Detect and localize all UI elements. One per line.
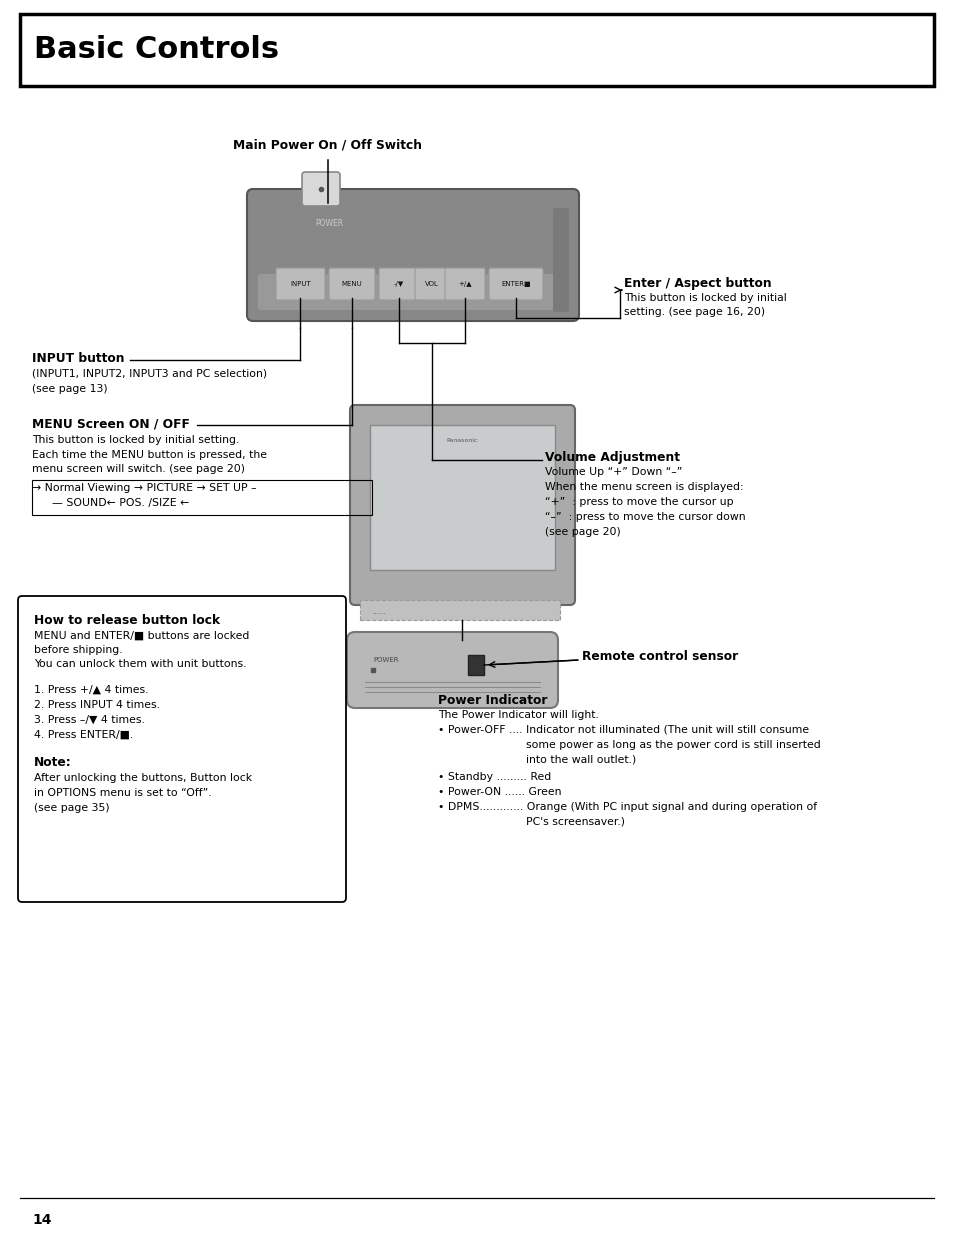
Text: -/▼: -/▼ bbox=[394, 282, 404, 287]
Text: some power as long as the power cord is still inserted: some power as long as the power cord is … bbox=[525, 740, 820, 750]
Text: VOL: VOL bbox=[425, 282, 438, 287]
Text: Main Power On / Off Switch: Main Power On / Off Switch bbox=[233, 138, 422, 152]
Text: Basic Controls: Basic Controls bbox=[34, 36, 279, 64]
Text: 1. Press +/▲ 4 times.: 1. Press +/▲ 4 times. bbox=[34, 685, 149, 695]
Text: setting. (see page 16, 20): setting. (see page 16, 20) bbox=[623, 308, 764, 317]
Text: 3. Press –/▼ 4 times.: 3. Press –/▼ 4 times. bbox=[34, 715, 145, 725]
Text: (see page 13): (see page 13) bbox=[32, 384, 108, 394]
Text: INPUT button: INPUT button bbox=[32, 352, 125, 364]
Text: PC's screensaver.): PC's screensaver.) bbox=[525, 818, 624, 827]
Bar bbox=[32, 480, 372, 515]
Text: How to release button lock: How to release button lock bbox=[34, 614, 220, 626]
Text: • Power-ON ...... Green: • Power-ON ...... Green bbox=[437, 787, 561, 797]
FancyBboxPatch shape bbox=[444, 268, 484, 300]
Text: Note:: Note: bbox=[34, 757, 71, 769]
Text: 4. Press ENTER/■.: 4. Press ENTER/■. bbox=[34, 730, 133, 740]
Text: (see page 20): (see page 20) bbox=[544, 527, 620, 537]
Bar bbox=[359, 600, 559, 620]
Bar bbox=[370, 425, 555, 571]
FancyBboxPatch shape bbox=[415, 268, 449, 300]
Text: The Power Indicator will light.: The Power Indicator will light. bbox=[437, 710, 598, 720]
FancyBboxPatch shape bbox=[275, 268, 325, 300]
Text: ENTER■: ENTER■ bbox=[500, 282, 530, 287]
Text: Volume Up “+” Down “–”: Volume Up “+” Down “–” bbox=[544, 467, 681, 477]
FancyBboxPatch shape bbox=[553, 207, 568, 312]
Text: Panasonic: Panasonic bbox=[446, 437, 477, 442]
Text: Enter / Aspect button: Enter / Aspect button bbox=[623, 277, 771, 289]
FancyBboxPatch shape bbox=[350, 405, 575, 605]
Text: 14: 14 bbox=[32, 1213, 51, 1228]
Text: → Normal Viewing → PICTURE → SET UP –: → Normal Viewing → PICTURE → SET UP – bbox=[32, 483, 256, 493]
Text: “–”  : press to move the cursor down: “–” : press to move the cursor down bbox=[544, 513, 745, 522]
FancyBboxPatch shape bbox=[18, 597, 346, 902]
Text: After unlocking the buttons, Button lock: After unlocking the buttons, Button lock bbox=[34, 773, 252, 783]
FancyBboxPatch shape bbox=[347, 632, 558, 708]
Text: INPUT: INPUT bbox=[290, 282, 311, 287]
Text: (INPUT1, INPUT2, INPUT3 and PC selection): (INPUT1, INPUT2, INPUT3 and PC selection… bbox=[32, 369, 267, 379]
Text: menu screen will switch. (see page 20): menu screen will switch. (see page 20) bbox=[32, 464, 245, 474]
Text: Each time the MENU button is pressed, the: Each time the MENU button is pressed, th… bbox=[32, 450, 267, 459]
Text: +/▲: +/▲ bbox=[457, 282, 472, 287]
Text: Power Indicator: Power Indicator bbox=[437, 694, 547, 706]
Text: You can unlock them with unit buttons.: You can unlock them with unit buttons. bbox=[34, 659, 246, 669]
Text: • Power-OFF .... Indicator not illuminated (The unit will still consume: • Power-OFF .... Indicator not illuminat… bbox=[437, 725, 808, 735]
Text: ......: ...... bbox=[372, 609, 385, 615]
Text: MENU Screen ON / OFF: MENU Screen ON / OFF bbox=[32, 417, 190, 431]
Text: When the menu screen is displayed:: When the menu screen is displayed: bbox=[544, 482, 742, 492]
Text: in OPTIONS menu is set to “Off”.: in OPTIONS menu is set to “Off”. bbox=[34, 788, 212, 798]
FancyBboxPatch shape bbox=[247, 189, 578, 321]
Text: This button is locked by initial: This button is locked by initial bbox=[623, 293, 786, 303]
Text: — SOUND← POS. /SIZE ←: — SOUND← POS. /SIZE ← bbox=[52, 498, 189, 508]
Text: POWER: POWER bbox=[314, 219, 343, 227]
Bar bbox=[468, 655, 483, 676]
Bar bbox=[20, 14, 933, 86]
Text: • DPMS............. Orange (With PC input signal and during operation of: • DPMS............. Orange (With PC inpu… bbox=[437, 802, 817, 811]
FancyBboxPatch shape bbox=[378, 268, 418, 300]
Text: Volume Adjustment: Volume Adjustment bbox=[544, 452, 679, 464]
Text: MENU: MENU bbox=[341, 282, 362, 287]
Text: POWER: POWER bbox=[373, 657, 398, 663]
Text: 2. Press INPUT 4 times.: 2. Press INPUT 4 times. bbox=[34, 700, 160, 710]
Text: This button is locked by initial setting.: This button is locked by initial setting… bbox=[32, 435, 239, 445]
Text: (see page 35): (see page 35) bbox=[34, 803, 110, 813]
FancyBboxPatch shape bbox=[489, 268, 542, 300]
Text: • Standby ......... Red: • Standby ......... Red bbox=[437, 772, 551, 782]
FancyBboxPatch shape bbox=[257, 274, 567, 310]
Text: MENU and ENTER/■ buttons are locked: MENU and ENTER/■ buttons are locked bbox=[34, 631, 249, 641]
Text: “+”  : press to move the cursor up: “+” : press to move the cursor up bbox=[544, 496, 733, 508]
Text: Remote control sensor: Remote control sensor bbox=[581, 651, 738, 663]
Text: into the wall outlet.): into the wall outlet.) bbox=[525, 755, 636, 764]
FancyBboxPatch shape bbox=[329, 268, 375, 300]
Text: before shipping.: before shipping. bbox=[34, 645, 123, 655]
FancyBboxPatch shape bbox=[302, 172, 339, 206]
